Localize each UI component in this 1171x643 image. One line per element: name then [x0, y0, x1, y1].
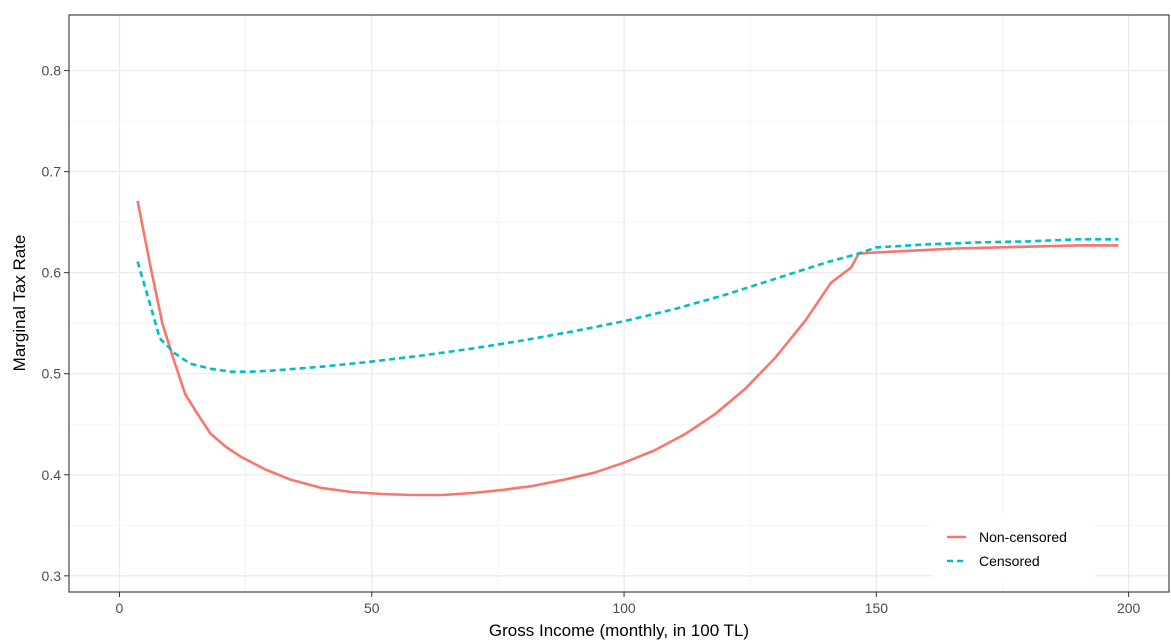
legend-label: Non-censored [979, 529, 1067, 545]
y-tick-label: 0.6 [42, 265, 62, 281]
x-tick-label: 150 [865, 600, 889, 616]
major-gridlines [69, 15, 1169, 592]
x-axis-ticks: 0 50 100 150 200 [116, 592, 1141, 616]
y-tick-label: 0.4 [42, 467, 62, 483]
legend-label: Censored [979, 553, 1040, 569]
legend: Non-censored Censored [933, 518, 1095, 580]
series-lines [136, 200, 1119, 497]
y-axis-title: Marginal Tax Rate [10, 235, 29, 372]
y-tick-label: 0.8 [42, 63, 62, 79]
y-tick-label: 0.3 [42, 568, 62, 584]
x-tick-label: 200 [1117, 600, 1141, 616]
x-tick-label: 0 [116, 600, 124, 616]
panel-border [68, 14, 1170, 593]
y-tick-label: 0.5 [42, 366, 62, 382]
series-line-censored [136, 238, 1119, 374]
x-tick-label: 50 [364, 600, 380, 616]
x-axis-title: Gross Income (monthly, in 100 TL) [489, 621, 749, 640]
x-tick-label: 100 [612, 600, 636, 616]
legend-background [933, 518, 1095, 580]
y-tick-label: 0.7 [42, 164, 62, 180]
y-axis-ticks: 0.3 0.4 0.5 0.6 0.7 0.8 [42, 63, 69, 584]
series-line-non-censored [136, 200, 1119, 497]
panel-background [69, 15, 1169, 592]
